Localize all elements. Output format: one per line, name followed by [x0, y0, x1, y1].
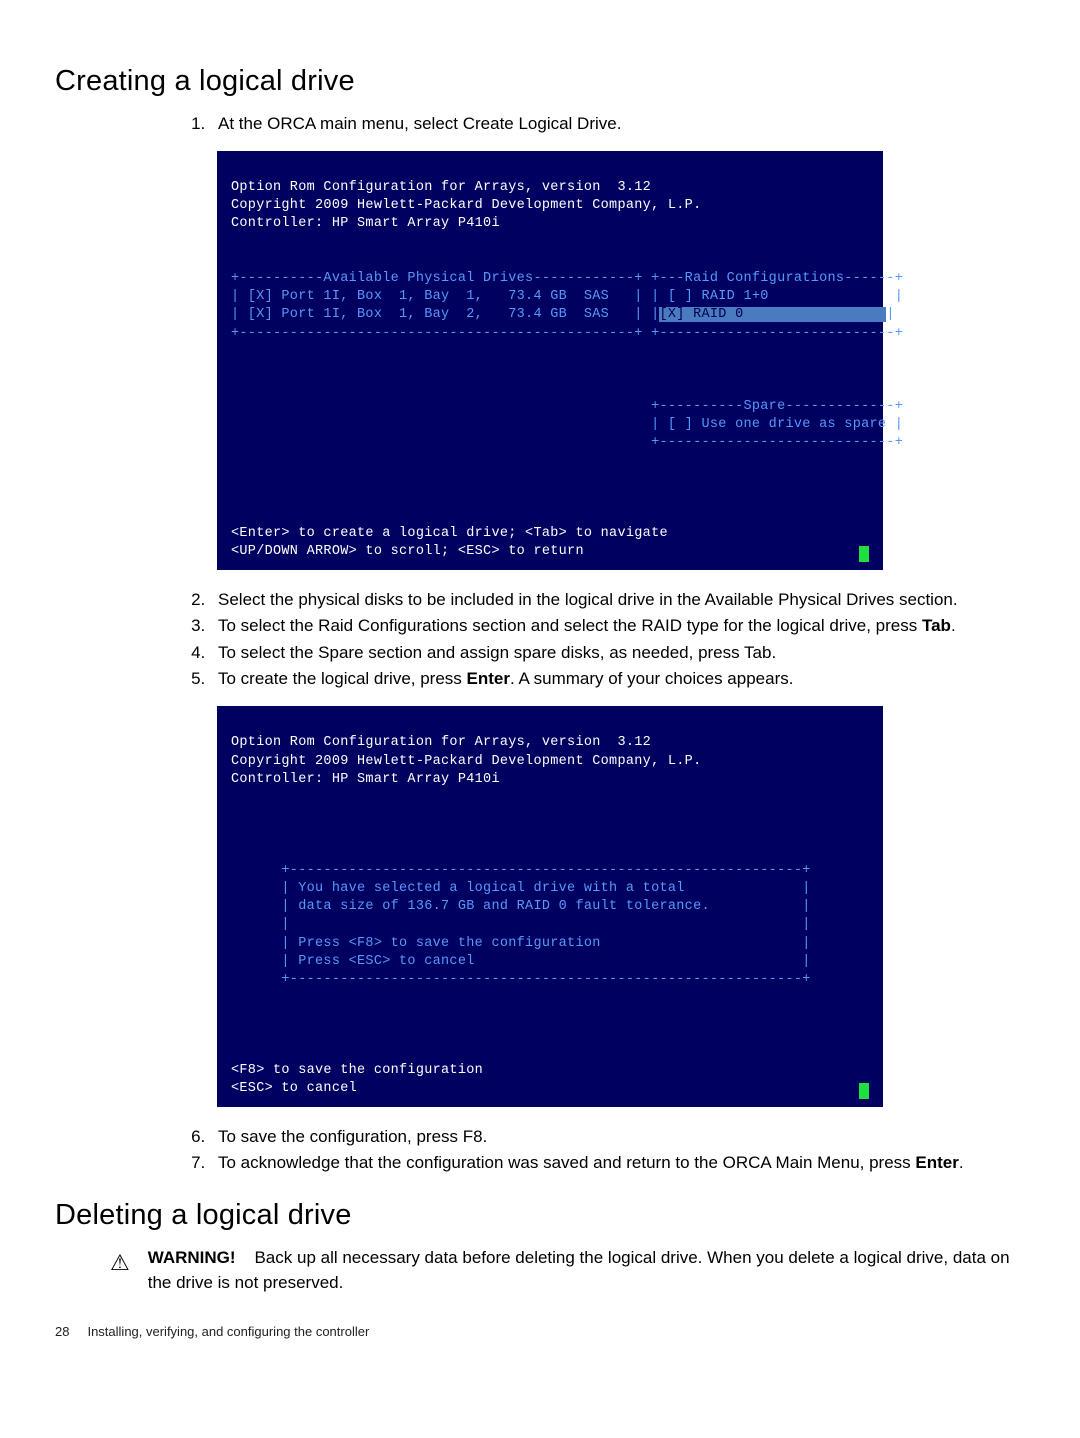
step-4: To select the Spare section and assign s… [210, 641, 1025, 666]
term1-header-2: Copyright 2009 Hewlett-Packard Developme… [231, 198, 701, 213]
term1-avail-bottom: +---------------------------------------… [231, 326, 903, 341]
step-5-pre: To create the logical drive, press [218, 669, 467, 688]
term2-box-l5: | Press <ESC> to cancel | [231, 954, 811, 969]
terminal-screenshot-2: Option Rom Configuration for Arrays, ver… [217, 706, 883, 1107]
term1-avail-title: +----------Available Physical Drives----… [231, 271, 903, 286]
warning-text-container: WARNING! Back up all necessary data befo… [148, 1246, 1025, 1295]
warning-icon: ⚠ [110, 1247, 130, 1279]
term2-header-1: Option Rom Configuration for Arrays, ver… [231, 735, 651, 750]
term2-footer-1: <F8> to save the configuration [231, 1063, 483, 1078]
step-7-bold: Enter [915, 1153, 958, 1172]
warning-block: ⚠ WARNING! Back up all necessary data be… [110, 1246, 1025, 1295]
step-3-pre: To select the Raid Configurations sectio… [218, 616, 922, 635]
step-7-post: . [959, 1153, 964, 1172]
term2-box-top: +---------------------------------------… [231, 863, 811, 878]
step-3-bold: Tab [922, 616, 951, 635]
term2-box-l2: | data size of 136.7 GB and RAID 0 fault… [231, 899, 811, 914]
page-number: 28 [55, 1324, 69, 1339]
step-5: To create the logical drive, press Enter… [210, 667, 1025, 692]
warning-text: Back up all necessary data before deleti… [148, 1248, 1010, 1292]
term2-header-2: Copyright 2009 Hewlett-Packard Developme… [231, 754, 701, 769]
term1-header-3: Controller: HP Smart Array P410i [231, 216, 500, 231]
term1-row2a: | [X] Port 1I, Box 1, Bay 2, 73.4 GB SAS… [231, 307, 659, 322]
term2-box-l1: | You have selected a logical drive with… [231, 881, 811, 896]
term1-footer-2: <UP/DOWN ARROW> to scroll; <ESC> to retu… [231, 544, 584, 559]
term2-box-l4: | Press <F8> to save the configuration | [231, 936, 811, 951]
term2-header-3: Controller: HP Smart Array P410i [231, 772, 500, 787]
step-3: To select the Raid Configurations sectio… [210, 614, 1025, 639]
heading-creating: Creating a logical drive [55, 60, 1025, 102]
step-5-bold: Enter [467, 669, 510, 688]
step-1: At the ORCA main menu, select Create Log… [210, 112, 1025, 137]
term1-spare-top: +----------Spare-------------+ [231, 399, 903, 414]
term1-row2-selected: [X] RAID 0 [659, 307, 886, 322]
step-5-post: . A summary of your choices appears. [510, 669, 793, 688]
step-3-post: . [951, 616, 956, 635]
term2-footer-2: <ESC> to cancel [231, 1081, 357, 1096]
warning-label: WARNING! [148, 1248, 236, 1267]
step-2: Select the physical disks to be included… [210, 588, 1025, 613]
term2-box-l3: | | [231, 917, 811, 932]
term1-row1: | [X] Port 1I, Box 1, Bay 1, 73.4 GB SAS… [231, 289, 903, 304]
heading-deleting: Deleting a logical drive [55, 1194, 1025, 1236]
term1-header-1: Option Rom Configuration for Arrays, ver… [231, 180, 651, 195]
term1-spare-bottom: +----------------------------+ [231, 435, 903, 450]
cursor-icon [859, 546, 869, 562]
step-7-pre: To acknowledge that the configuration wa… [218, 1153, 915, 1172]
page-footer: 28 Installing, verifying, and configuring… [55, 1323, 1025, 1342]
terminal-screenshot-1: Option Rom Configuration for Arrays, ver… [217, 151, 883, 570]
term1-row2b: | [886, 307, 894, 322]
term1-footer-1: <Enter> to create a logical drive; <Tab>… [231, 526, 668, 541]
term1-spare-row: | [ ] Use one drive as spare | [231, 417, 903, 432]
step-6: To save the configuration, press F8. [210, 1125, 1025, 1150]
cursor-icon [859, 1083, 869, 1099]
chapter-title: Installing, verifying, and configuring t… [87, 1324, 369, 1339]
term2-box-bot: +---------------------------------------… [231, 972, 811, 987]
step-7: To acknowledge that the configuration wa… [210, 1151, 1025, 1176]
